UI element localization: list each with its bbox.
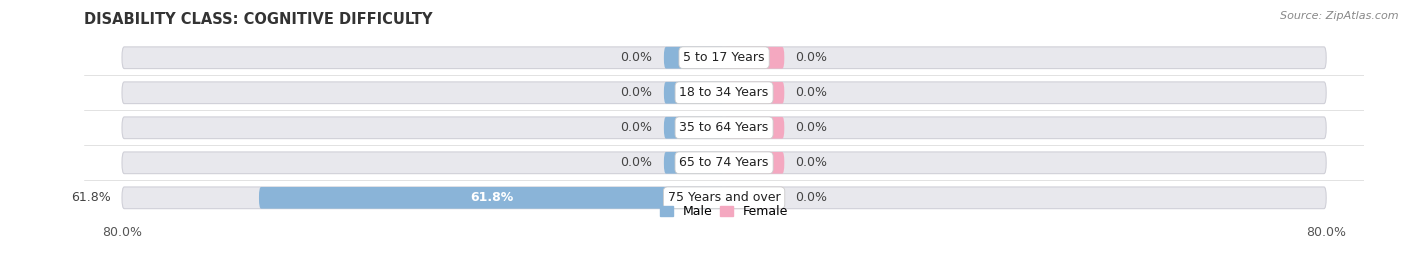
FancyBboxPatch shape xyxy=(724,82,785,104)
Text: 61.8%: 61.8% xyxy=(70,191,111,204)
Text: DISABILITY CLASS: COGNITIVE DIFFICULTY: DISABILITY CLASS: COGNITIVE DIFFICULTY xyxy=(84,12,433,27)
Text: 5 to 17 Years: 5 to 17 Years xyxy=(683,51,765,64)
Text: 35 to 64 Years: 35 to 64 Years xyxy=(679,121,769,134)
FancyBboxPatch shape xyxy=(664,152,724,174)
Text: 0.0%: 0.0% xyxy=(620,51,652,64)
Text: 0.0%: 0.0% xyxy=(620,121,652,134)
Text: Source: ZipAtlas.com: Source: ZipAtlas.com xyxy=(1281,11,1399,21)
Legend: Male, Female: Male, Female xyxy=(661,205,787,218)
Text: 65 to 74 Years: 65 to 74 Years xyxy=(679,156,769,169)
FancyBboxPatch shape xyxy=(122,82,1326,104)
FancyBboxPatch shape xyxy=(122,187,1326,209)
Text: 0.0%: 0.0% xyxy=(620,86,652,99)
Text: 0.0%: 0.0% xyxy=(796,86,828,99)
Text: 0.0%: 0.0% xyxy=(796,51,828,64)
FancyBboxPatch shape xyxy=(664,82,724,104)
FancyBboxPatch shape xyxy=(724,117,785,139)
Text: 61.8%: 61.8% xyxy=(470,191,513,204)
Text: 0.0%: 0.0% xyxy=(796,156,828,169)
FancyBboxPatch shape xyxy=(724,152,785,174)
FancyBboxPatch shape xyxy=(122,47,1326,69)
Text: 18 to 34 Years: 18 to 34 Years xyxy=(679,86,769,99)
FancyBboxPatch shape xyxy=(122,152,1326,174)
FancyBboxPatch shape xyxy=(664,117,724,139)
FancyBboxPatch shape xyxy=(724,47,785,69)
Text: 0.0%: 0.0% xyxy=(620,156,652,169)
FancyBboxPatch shape xyxy=(122,117,1326,139)
FancyBboxPatch shape xyxy=(664,47,724,69)
Text: 75 Years and over: 75 Years and over xyxy=(668,191,780,204)
Text: 0.0%: 0.0% xyxy=(796,191,828,204)
FancyBboxPatch shape xyxy=(259,187,724,209)
Text: 0.0%: 0.0% xyxy=(796,121,828,134)
FancyBboxPatch shape xyxy=(724,187,785,209)
